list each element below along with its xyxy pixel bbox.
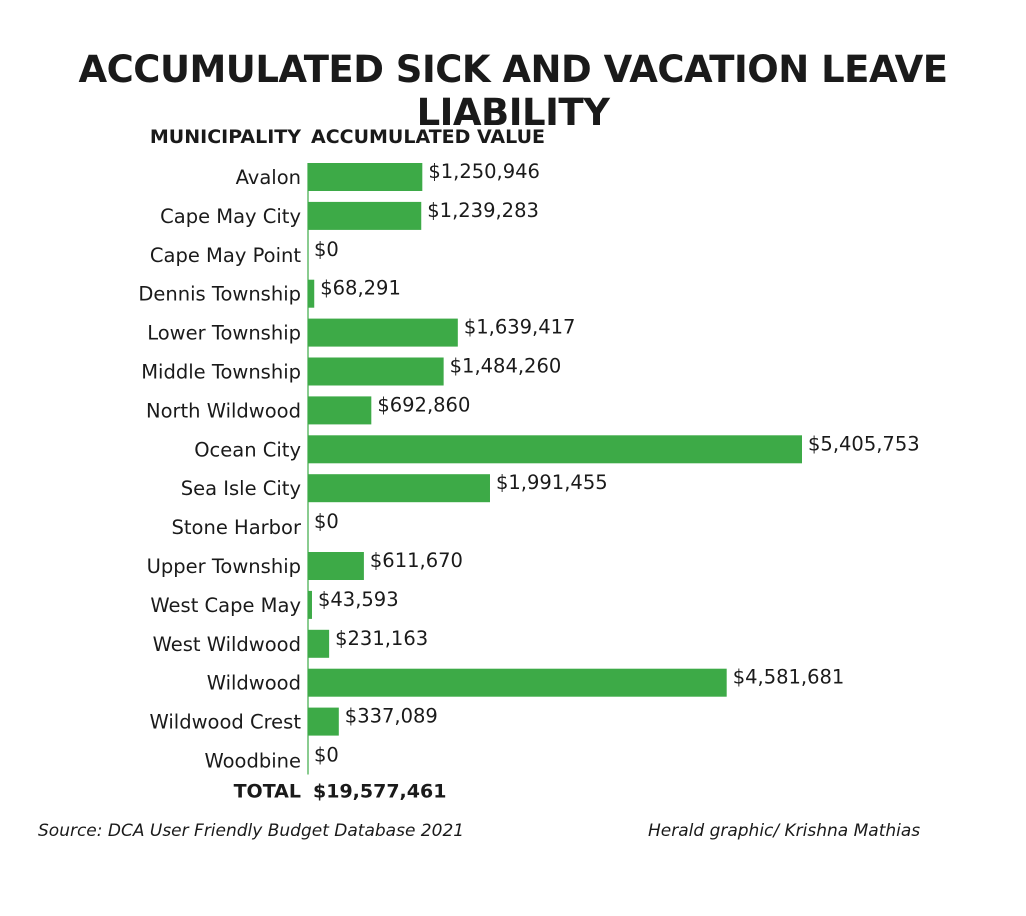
category-label: Cape May City bbox=[160, 205, 301, 228]
value-label: $337,089 bbox=[345, 705, 438, 728]
category-label: Sea Isle City bbox=[181, 477, 301, 500]
category-label: Ocean City bbox=[194, 438, 301, 461]
value-label: $692,860 bbox=[377, 393, 470, 416]
source-note: Source: DCA User Friendly Budget Databas… bbox=[38, 821, 465, 841]
value-label: $1,239,283 bbox=[427, 199, 539, 222]
value-label: $1,991,455 bbox=[496, 471, 608, 494]
category-label: Middle Township bbox=[141, 361, 301, 384]
bar bbox=[308, 396, 372, 425]
value-label: $231,163 bbox=[335, 627, 428, 650]
bar bbox=[308, 435, 802, 464]
bar bbox=[308, 163, 423, 191]
bar bbox=[308, 318, 458, 347]
value-label: $0 bbox=[314, 744, 339, 767]
category-label: Woodbine bbox=[204, 750, 301, 773]
chart-title: ACCUMULATED SICK AND VACATION LEAVE LIAB… bbox=[78, 48, 948, 134]
graphic-credit: Herald graphic/ Krishna Mathias bbox=[648, 821, 921, 841]
value-label: $4,581,681 bbox=[733, 666, 845, 689]
value-label: $43,593 bbox=[318, 588, 399, 611]
value-label: $611,670 bbox=[370, 549, 463, 572]
bar bbox=[308, 629, 330, 658]
category-label: Avalon bbox=[236, 166, 301, 189]
category-label: North Wildwood bbox=[146, 399, 301, 422]
value-column-header: ACCUMULATED VALUE bbox=[311, 126, 545, 148]
category-column-header: MUNICIPALITY bbox=[149, 126, 301, 148]
value-label: $1,639,417 bbox=[464, 316, 576, 339]
category-label: Stone Harbor bbox=[172, 516, 302, 539]
bar bbox=[308, 552, 364, 580]
value-label: $0 bbox=[314, 510, 339, 533]
value-label: $0 bbox=[314, 238, 339, 261]
bar bbox=[308, 279, 315, 308]
bar bbox=[308, 668, 727, 697]
value-label: $68,291 bbox=[320, 277, 401, 300]
category-label: West Cape May bbox=[150, 594, 301, 617]
bar bbox=[308, 201, 422, 230]
category-label: West Wildwood bbox=[153, 633, 301, 656]
category-label: Dennis Township bbox=[138, 283, 301, 306]
category-label: Wildwood bbox=[207, 672, 301, 695]
bar bbox=[308, 357, 444, 386]
value-label: $5,405,753 bbox=[808, 432, 920, 455]
category-label: Wildwood Crest bbox=[150, 711, 302, 734]
total-value: $19,577,461 bbox=[313, 780, 446, 802]
bar bbox=[308, 707, 339, 736]
category-label: Cape May Point bbox=[150, 244, 301, 267]
total-label: TOTAL bbox=[234, 780, 301, 802]
bar bbox=[308, 590, 312, 619]
value-label: $1,250,946 bbox=[428, 160, 540, 183]
value-label: $1,484,260 bbox=[450, 355, 562, 378]
category-label: Lower Township bbox=[147, 322, 301, 345]
category-label: Upper Township bbox=[147, 555, 301, 578]
bar bbox=[308, 474, 490, 503]
